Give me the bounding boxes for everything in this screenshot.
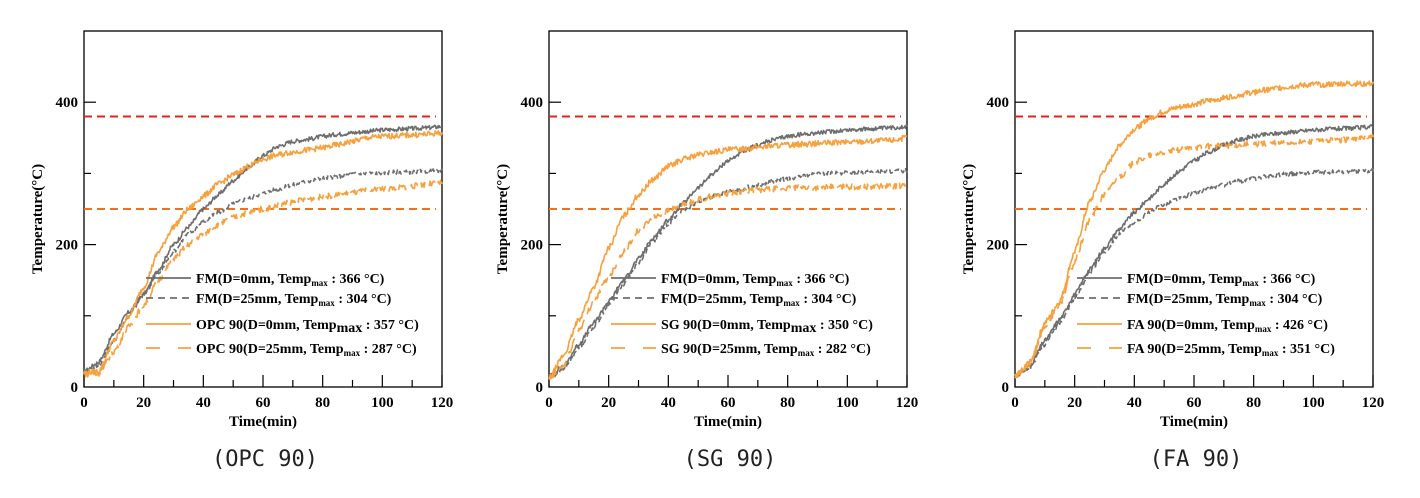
x-tick-label: 80 [315, 395, 330, 411]
y-axis-title: Temperature(°C) [30, 164, 46, 274]
series-line-2 [83, 130, 443, 376]
legend-entry-2: OPC 90(D=0mm, Tempmax : 357 °C) [196, 318, 419, 336]
x-tick-label: 60 [1187, 395, 1202, 411]
panel-caption: (FA 90) [1150, 447, 1243, 472]
y-tick-label: 400 [521, 95, 544, 111]
panel-caption: (SG 90) [684, 447, 777, 472]
series-line-3 [83, 179, 443, 378]
legend-entry-0: FM(D=0mm, Tempmax : 366 °C) [196, 272, 385, 288]
panel-caption: (OPC 90) [212, 447, 318, 472]
series-line-1 [83, 167, 443, 375]
x-tick-label: 40 [1127, 395, 1142, 411]
x-tick-label: 0 [1011, 395, 1019, 411]
series-line-1 [1014, 167, 1374, 378]
y-axis-title: Temperature(°C) [495, 164, 511, 274]
legend-entry-3: SG 90(D=25mm, Tempmax : 282 °C) [661, 342, 871, 358]
x-tick-label: 100 [1302, 395, 1325, 411]
x-tick-label: 20 [601, 395, 616, 411]
x-tick-label: 60 [256, 395, 271, 411]
x-tick-label: 120 [1362, 395, 1385, 411]
y-tick-label: 0 [71, 380, 79, 396]
x-tick-label: 0 [545, 395, 553, 411]
x-tick-label: 80 [1246, 395, 1261, 411]
y-tick-label: 200 [56, 238, 79, 254]
chart-opc90: 0 20 40 60 80 100 120 0 200 400 Time(min) Temperatu… [30, 30, 454, 472]
series-line-2 [1014, 80, 1374, 377]
y-tick-label: 200 [521, 238, 544, 254]
y-tick-label: 400 [987, 95, 1010, 111]
x-tick-label: 20 [1067, 395, 1082, 411]
y-tick-label: 400 [56, 95, 79, 111]
x-tick-label: 100 [371, 395, 394, 411]
series-line-1 [548, 167, 908, 380]
y-tick-label: 200 [987, 238, 1010, 254]
legend-entry-1: FM(D=25mm, Tempmax : 304 °C) [196, 292, 392, 308]
x-axis-title: Time(min) [694, 414, 762, 430]
x-tick-label: 120 [896, 395, 919, 411]
x-tick-label: 20 [136, 395, 151, 411]
x-tick-label: 80 [780, 395, 795, 411]
x-tick-label: 40 [196, 395, 211, 411]
x-tick-label: 120 [431, 395, 454, 411]
legend-entry-2: SG 90(D=0mm, Tempmax : 350 °C) [661, 318, 873, 336]
x-tick-label: 60 [721, 395, 736, 411]
x-tick-label: 0 [80, 395, 88, 411]
legend-entry-3: FA 90(D=25mm, Tempmax : 351 °C) [1127, 342, 1335, 358]
x-tick-label: 40 [661, 395, 676, 411]
series-line-0 [83, 124, 443, 374]
series-line-3 [548, 182, 908, 381]
series-line-0 [1014, 124, 1374, 378]
legend-entry-1: FM(D=25mm, Tempmax : 304 °C) [661, 292, 857, 308]
series-line-2 [548, 134, 908, 379]
x-tick-label: 100 [836, 395, 859, 411]
legend-entry-2: FA 90(D=0mm, Tempmax : 426 °C) [1127, 318, 1328, 334]
y-tick-label: 0 [536, 380, 544, 396]
y-tick-label: 0 [1002, 380, 1010, 396]
x-axis-title: Time(min) [229, 414, 297, 430]
series-line-3 [1014, 134, 1374, 379]
x-axis-title: Time(min) [1160, 414, 1228, 430]
chart-sg90: 0 20 40 60 80 100 120 0 200 400 Time(min) Temperatu… [495, 30, 919, 472]
series-line-0 [548, 124, 908, 378]
y-axis-title: Temperature(°C) [961, 164, 977, 274]
legend-entry-0: FM(D=0mm, Tempmax : 366 °C) [661, 272, 850, 288]
legend-entry-3: OPC 90(D=25mm, Tempmax : 287 °C) [196, 342, 417, 358]
legend-entry-1: FM(D=25mm, Tempmax : 304 °C) [1127, 292, 1323, 308]
legend-entry-0: FM(D=0mm, Tempmax : 366 °C) [1127, 272, 1316, 288]
chart-fa90: 0 20 40 60 80 100 120 0 200 400 Time(min) Temperatu… [961, 30, 1385, 472]
